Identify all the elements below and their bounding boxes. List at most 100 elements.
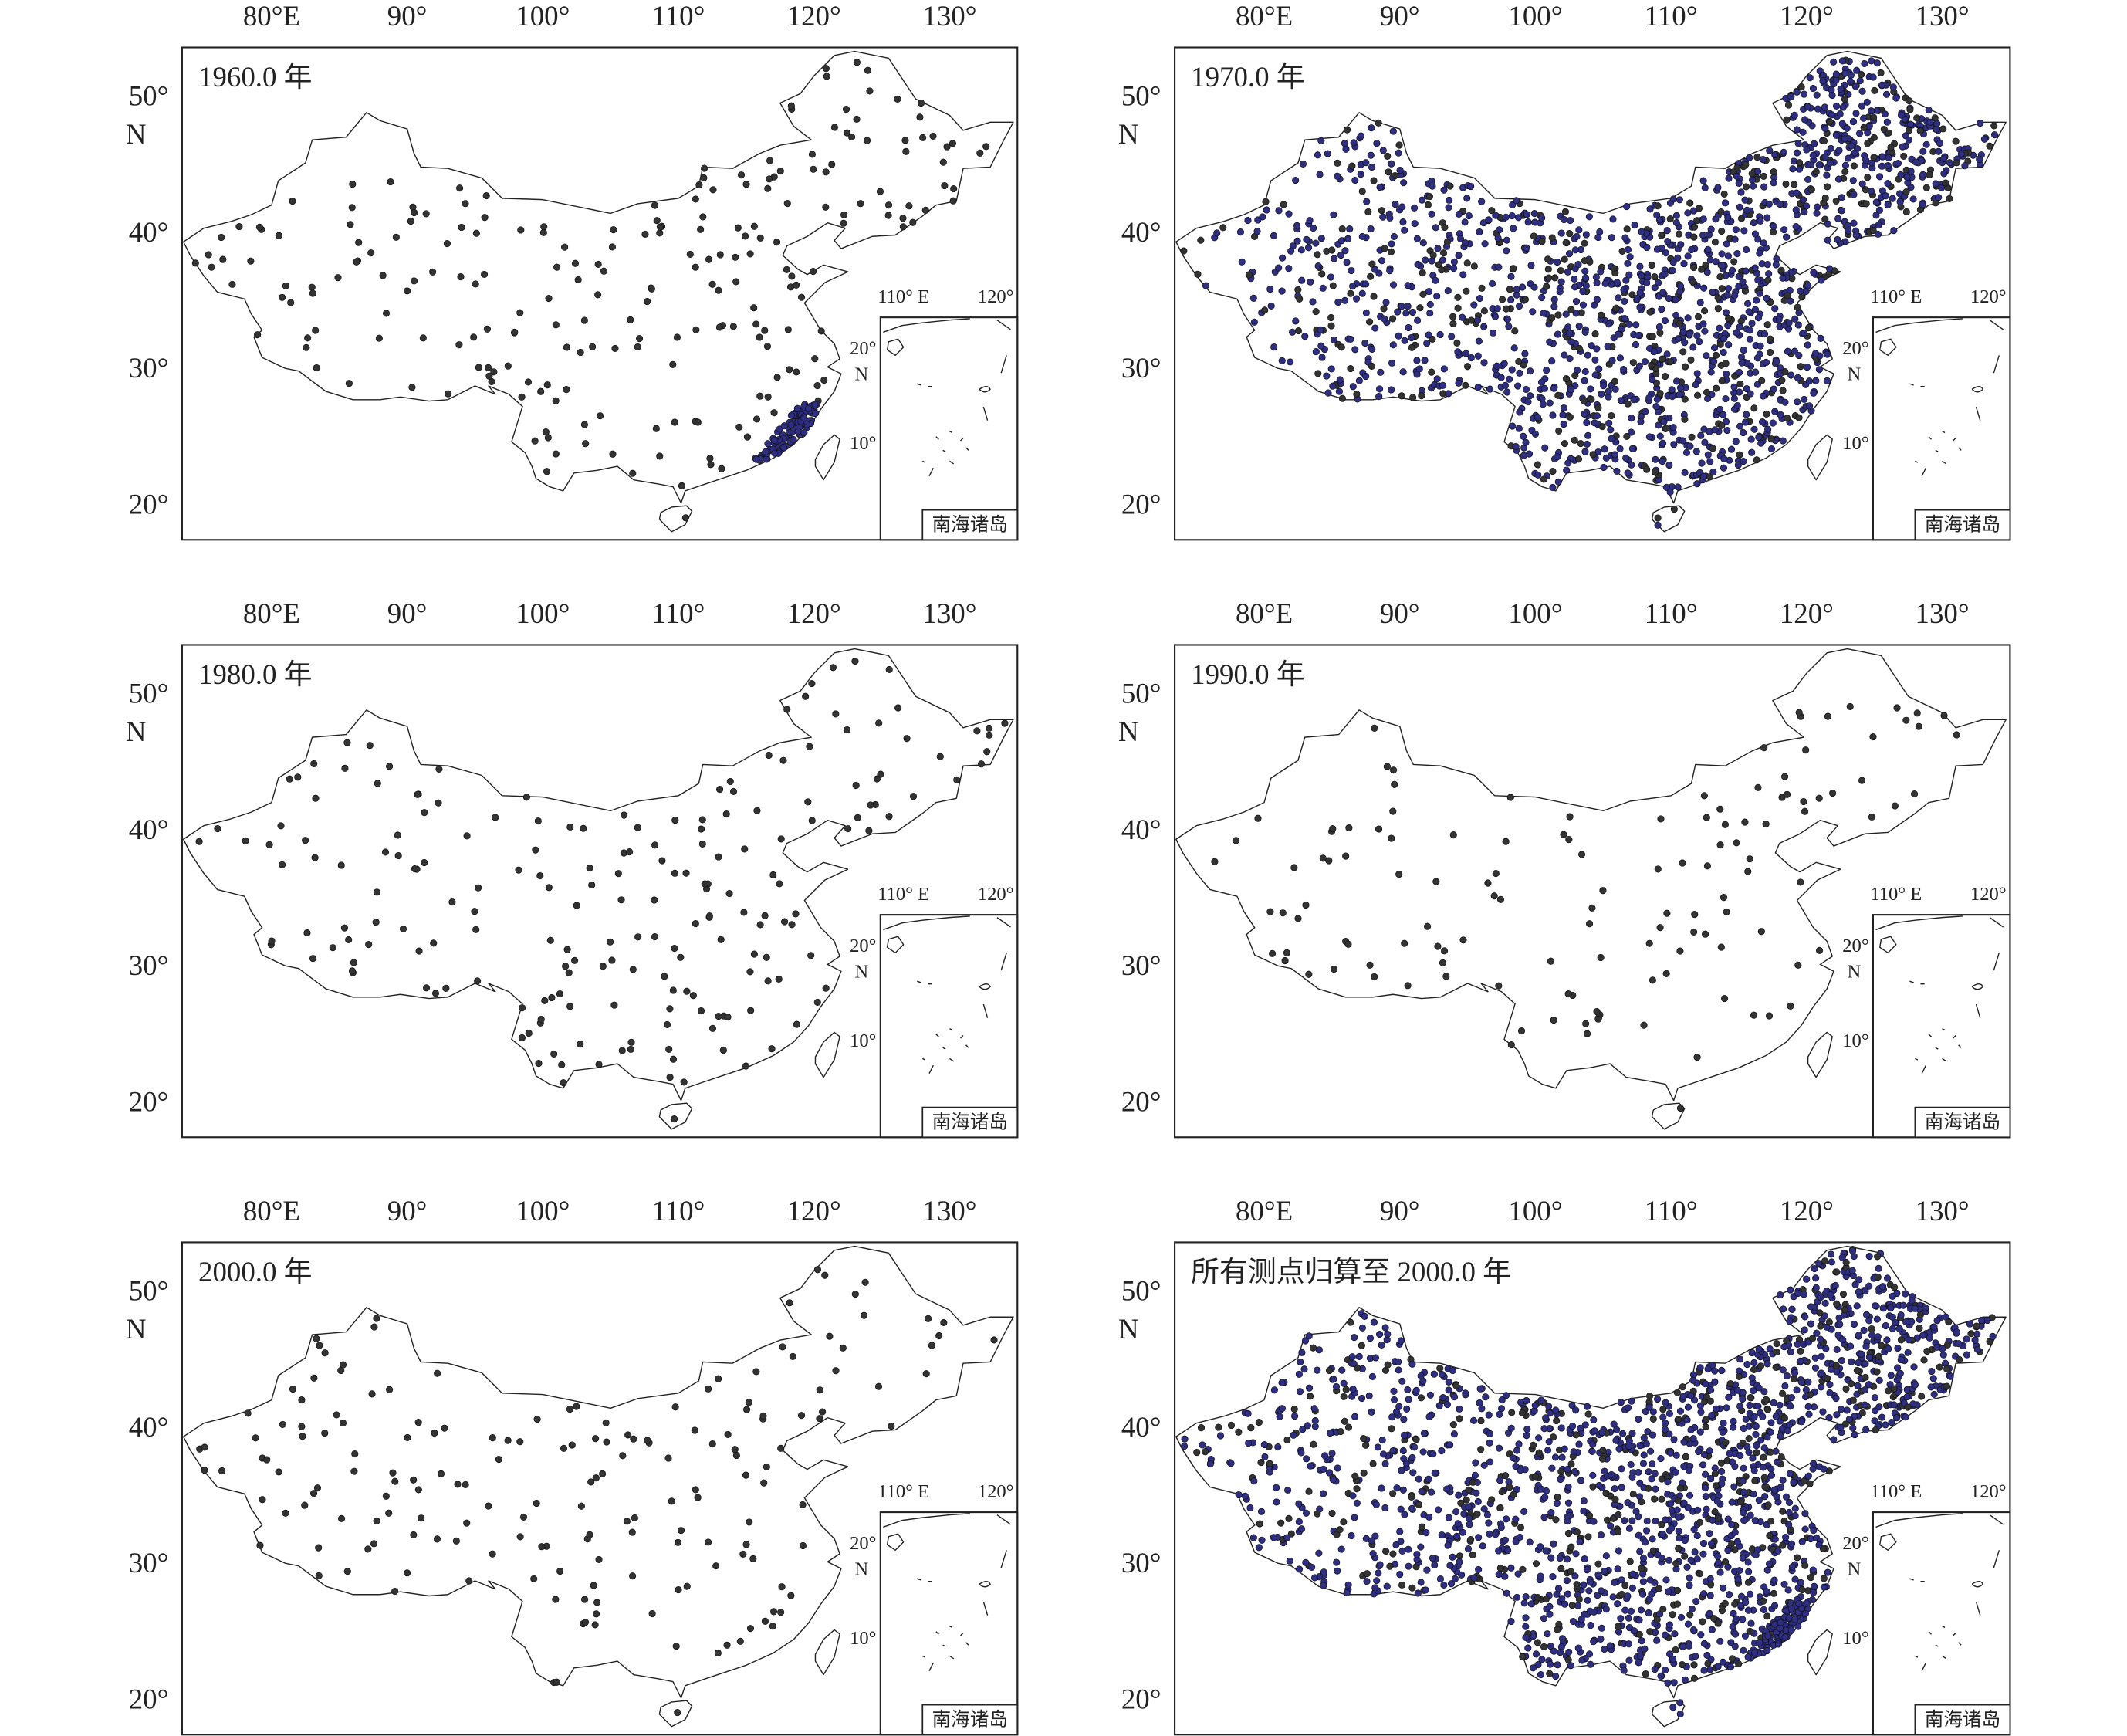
station-dot <box>1736 1355 1744 1363</box>
station-dot <box>1581 367 1589 375</box>
station-dot <box>1828 111 1836 119</box>
station-dot <box>624 1431 632 1439</box>
station-dot <box>1676 1699 1684 1707</box>
station-dot <box>1797 363 1804 371</box>
station-dot <box>1614 1565 1621 1573</box>
station-dot <box>742 1471 750 1479</box>
station-dot <box>1820 1465 1828 1473</box>
station-dot <box>1902 1413 1909 1421</box>
station-dot <box>1676 384 1685 391</box>
station-dot <box>1405 323 1412 332</box>
station-dot <box>735 423 743 431</box>
station-dot <box>589 343 597 350</box>
station-dot <box>1275 264 1283 272</box>
station-dot <box>1867 187 1875 195</box>
inset-y-tick-label: 10° <box>1842 1030 1868 1051</box>
station-dot <box>1581 377 1588 384</box>
station-dot <box>1781 1382 1789 1390</box>
station-dot <box>1219 224 1227 232</box>
station-dot <box>1702 930 1709 938</box>
station-dot <box>379 272 387 279</box>
station-dot <box>1440 947 1449 955</box>
station-dot <box>1547 1643 1554 1650</box>
station-dot <box>1597 1635 1605 1643</box>
station-dot <box>1666 358 1674 366</box>
station-dot <box>1625 1442 1633 1450</box>
station-dot <box>1696 1364 1704 1372</box>
station-dot <box>1889 83 1897 91</box>
station-dot <box>1594 1015 1602 1023</box>
station-dot <box>1678 1661 1686 1669</box>
station-dot <box>1625 1640 1633 1648</box>
station-dot <box>808 151 816 158</box>
station-dot <box>1693 480 1701 488</box>
station-dot <box>1756 289 1763 297</box>
station-dot <box>540 223 548 231</box>
station-dot <box>1337 237 1346 245</box>
station-dot <box>1686 442 1694 450</box>
station-dot <box>1540 384 1548 392</box>
station-dot <box>769 871 777 879</box>
station-dot <box>279 861 286 868</box>
station-dot <box>1390 1387 1398 1395</box>
station-dot <box>1828 1365 1835 1373</box>
station-dot <box>1275 207 1283 215</box>
title-bg <box>1182 657 1332 695</box>
station-dot <box>1412 1436 1420 1443</box>
station-dot <box>1635 362 1643 370</box>
station-dot <box>1298 276 1306 284</box>
station-dot <box>1672 212 1680 219</box>
station-dot <box>1752 1551 1760 1559</box>
station-dot <box>777 1444 785 1452</box>
station-dot <box>1825 265 1834 272</box>
station-dot <box>1581 267 1589 275</box>
station-dot <box>1358 232 1366 240</box>
station-dot <box>1545 1438 1553 1446</box>
station-dot <box>1445 1514 1452 1521</box>
station-dot <box>1330 211 1337 218</box>
station-dot <box>577 1041 584 1048</box>
station-dot <box>1787 1394 1795 1402</box>
station-dot <box>599 963 607 970</box>
station-dot <box>1527 262 1535 269</box>
y-unit-label: N <box>126 1313 147 1345</box>
station-dot <box>263 1456 271 1464</box>
station-dot <box>1396 1571 1404 1579</box>
station-dot <box>537 387 545 395</box>
station-dot <box>1739 1554 1747 1562</box>
station-dot <box>1690 1661 1698 1669</box>
station-dot <box>1395 1358 1402 1365</box>
station-dot <box>1841 1306 1848 1314</box>
station-dot <box>1643 1517 1651 1525</box>
x-tick-label: 110° <box>652 0 705 32</box>
station-dot <box>574 276 582 284</box>
station-dot <box>1902 716 1910 724</box>
station-dot <box>1832 197 1840 205</box>
station-dot <box>823 73 830 80</box>
station-dot <box>1488 207 1496 215</box>
station-dot <box>1622 276 1630 284</box>
station-dot <box>1567 306 1575 313</box>
station-dot <box>218 233 225 242</box>
station-dot <box>1636 1653 1645 1660</box>
station-dot <box>1700 307 1709 315</box>
station-dot <box>692 919 699 928</box>
station-dot <box>1197 1424 1206 1432</box>
station-dot <box>1690 233 1698 241</box>
station-dot <box>382 1492 390 1500</box>
station-dot <box>1800 798 1807 806</box>
station-dot <box>1350 139 1358 147</box>
station-dot <box>1790 1375 1798 1382</box>
station-dot <box>1455 210 1463 218</box>
station-dot <box>1692 1653 1699 1660</box>
station-dot <box>1882 192 1890 200</box>
station-dot <box>811 355 819 363</box>
station-dot <box>1546 399 1554 407</box>
station-dot <box>921 206 929 214</box>
inset-x-tick-label: 110° E <box>1870 884 1922 905</box>
station-dot <box>1475 1534 1483 1541</box>
station-dot <box>1294 286 1302 293</box>
station-dot <box>1733 401 1741 410</box>
station-dot <box>617 896 625 904</box>
